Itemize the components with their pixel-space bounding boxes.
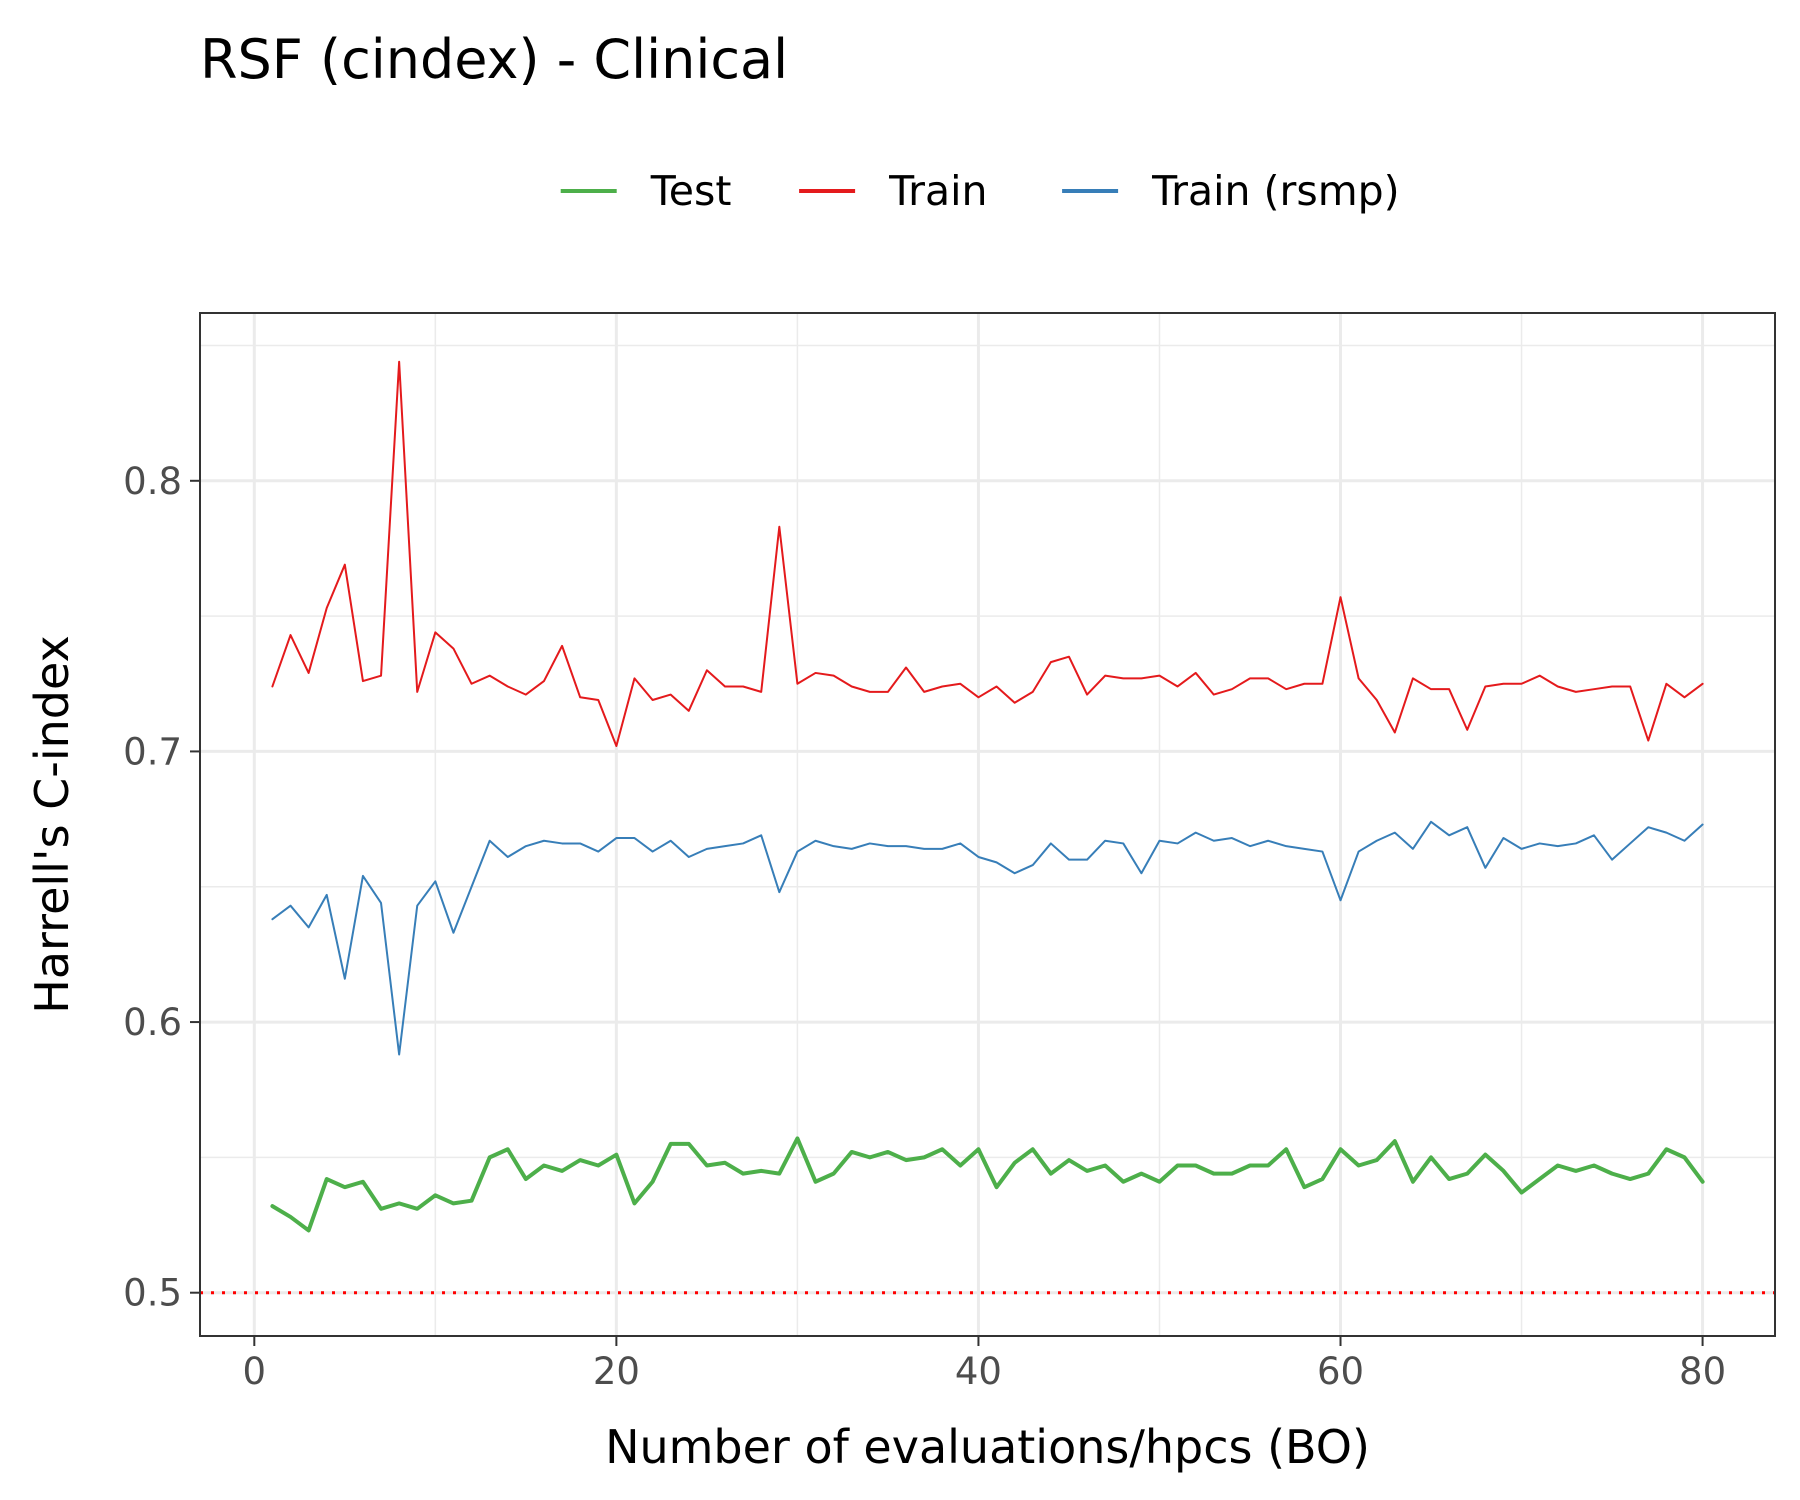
x-axis: 0 20 40 60 80 — [243, 1336, 1726, 1393]
series-layer — [270, 360, 1705, 1233]
y-tick-label: 0.8 — [123, 460, 182, 503]
y-tick-label: 0.6 — [123, 1001, 182, 1044]
plot-border — [199, 312, 1776, 1337]
x-tick-label: 60 — [1317, 1350, 1364, 1393]
grid-major — [200, 313, 1775, 1336]
legend-label-test: Test — [650, 167, 732, 215]
x-tick-label: 0 — [243, 1350, 267, 1393]
y-tick-label: 0.7 — [123, 730, 182, 773]
x-tick-label: 20 — [593, 1350, 640, 1393]
y-axis: 0.5 0.6 0.7 0.8 — [123, 460, 200, 1315]
y-tick-label: 0.5 — [123, 1272, 182, 1315]
x-tick-label: 40 — [955, 1350, 1002, 1393]
legend: Test Train Train (rsmp) — [560, 167, 1400, 215]
plot-panel — [200, 313, 1775, 1336]
chart-title: RSF (cindex) - Clinical — [200, 28, 788, 91]
grid-minor — [200, 313, 1775, 1336]
x-tick-label: 80 — [1679, 1350, 1726, 1393]
y-axis-label: Harrell's C-index — [25, 635, 79, 1013]
legend-label-train-rsmp: Train (rsmp) — [1151, 167, 1400, 215]
series-line-train-rsmp — [271, 820, 1704, 1056]
series-line-train — [271, 360, 1704, 748]
x-axis-label: Number of evaluations/hpcs (BO) — [605, 1420, 1370, 1474]
series-line-test — [270, 1136, 1705, 1233]
legend-label-train: Train — [888, 167, 987, 215]
